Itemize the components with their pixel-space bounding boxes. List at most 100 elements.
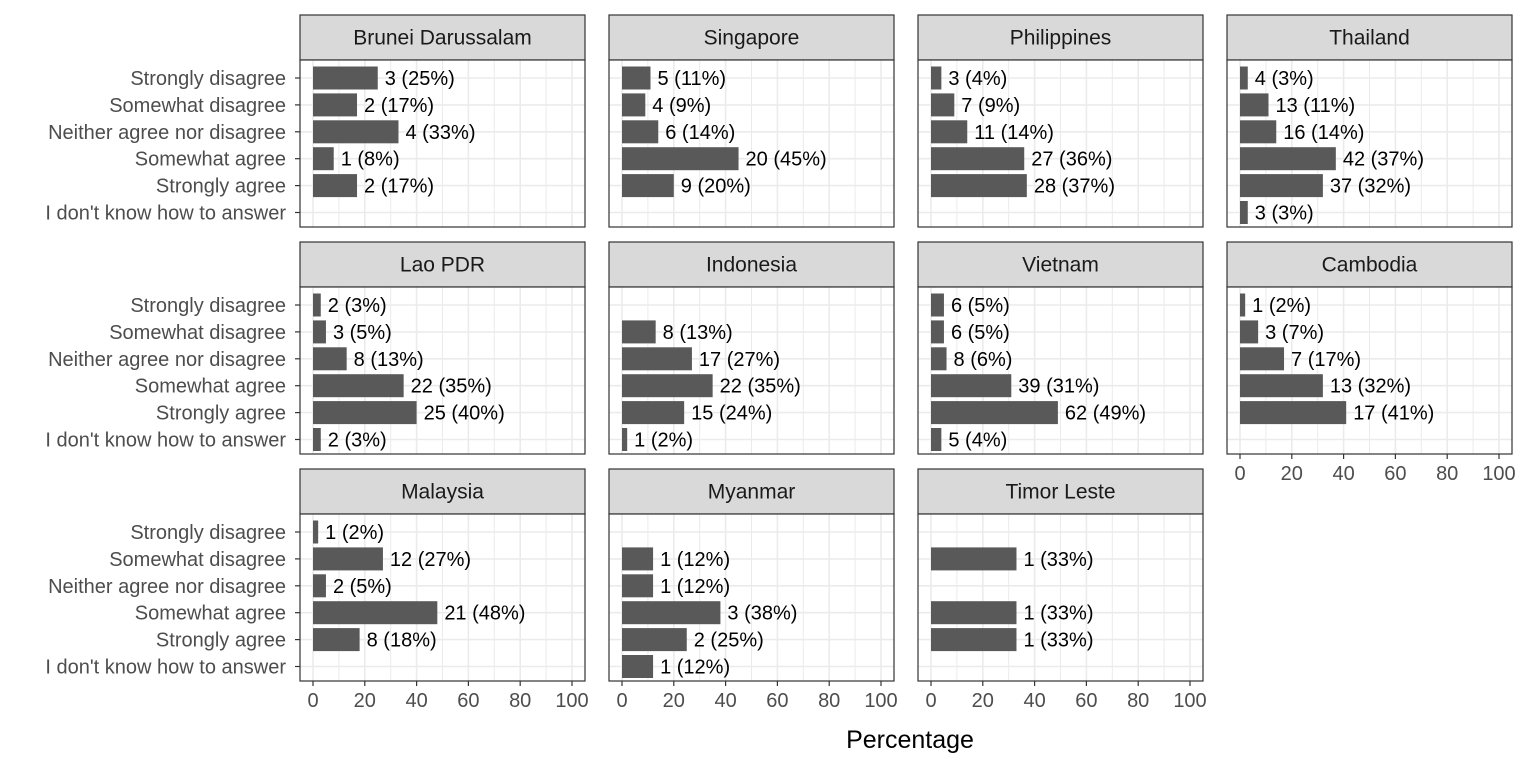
panel-malaysia: Malaysia 1 (2%) 12 (27%) 2 (5%) 21 (48%) 8 (1… [45, 468, 589, 712]
y-tick-label: Strongly disagree [130, 68, 286, 90]
bar-label: 8 (6%) [954, 349, 1013, 371]
bar [313, 401, 417, 425]
x-tick-label: 80 [818, 690, 840, 712]
bar-label: 2 (5%) [333, 576, 392, 598]
panel-lao-pdr: Lao PDR 2 (3%) 3 (5%) 8 (13%) 22 (35%) 25 (40… [45, 241, 586, 455]
bar [313, 320, 326, 344]
bar-label: 1 (33%) [1023, 549, 1093, 571]
x-tick-label: 40 [1023, 690, 1045, 712]
bar-label: 12 (27%) [390, 549, 471, 571]
bar-label: 5 (4%) [948, 430, 1007, 452]
x-tick-label: 60 [1384, 463, 1406, 485]
panel-border [299, 513, 586, 682]
x-tick-label: 100 [1482, 463, 1515, 485]
bar [931, 147, 1025, 171]
x-tick-label: 80 [1127, 690, 1149, 712]
y-tick-label: I don't know how to answer [45, 203, 286, 225]
y-tick-label: Neither agree nor disagree [48, 576, 286, 598]
bar-label: 2 (3%) [328, 430, 387, 452]
bar-label: 16 (14%) [1283, 122, 1364, 144]
facet-strip [608, 14, 895, 61]
bar-label: 25 (40%) [424, 403, 505, 425]
bar [622, 601, 721, 625]
bar [313, 66, 378, 90]
bar-label: 20 (45%) [746, 149, 827, 171]
panel-border [1226, 286, 1513, 455]
panel-border [299, 286, 586, 455]
bar-label: 1 (2%) [325, 522, 384, 544]
facet-strip [299, 241, 586, 288]
bar [931, 428, 942, 451]
x-tick-label: 100 [1173, 690, 1206, 712]
x-tick-label: 0 [616, 690, 627, 712]
bar [931, 66, 942, 90]
panel-border [1226, 59, 1513, 228]
bar [931, 601, 1017, 625]
bar [622, 347, 692, 371]
panel-vietnam: Vietnam 6 (5%) 6 (5%) 8 (6%)39 (31%) 62 (49%… [917, 241, 1204, 455]
x-tick-label: 20 [663, 690, 685, 712]
bar-label: 6 (14%) [665, 122, 735, 144]
facet-title: Myanmar [708, 481, 796, 504]
bar [1240, 320, 1259, 344]
bar [622, 147, 739, 171]
facet-title: Vietnam [1022, 254, 1099, 277]
bar-label: 22 (35%) [411, 376, 492, 398]
panel-cambodia: Cambodia 1 (2%) 3 (7%) 7 (17%) 13 (32%) 17 (4… [1226, 241, 1516, 485]
bar-label: 39 (31%) [1018, 376, 1099, 398]
bar [1240, 347, 1285, 371]
facet-title: Thailand [1329, 27, 1410, 50]
y-tick-label: Strongly disagree [130, 295, 286, 317]
bar [931, 374, 1012, 398]
bar-label: 7 (17%) [1291, 349, 1361, 371]
bar-label: 1 (2%) [1252, 295, 1311, 317]
bar [622, 547, 654, 571]
bar [622, 574, 654, 598]
bar-label: 15 (24%) [691, 403, 772, 425]
y-tick-label: Somewhat disagree [109, 95, 286, 117]
panel-brunei-darussalam: Brunei Darussalam 3 (25%) 2 (17%) 4 (33%)1 … [45, 14, 586, 228]
panel-border [608, 513, 895, 682]
bar [931, 320, 944, 344]
bar [1240, 66, 1248, 90]
y-tick-label: I don't know how to answer [45, 657, 286, 679]
bar-label: 13 (32%) [1330, 376, 1411, 398]
x-axis-title: Percentage [846, 726, 974, 754]
bar [931, 628, 1017, 652]
facet-strip [299, 468, 586, 515]
facet-title: Indonesia [706, 254, 797, 277]
bar [931, 347, 947, 371]
x-tick-label: 40 [1332, 463, 1354, 485]
bar [1240, 201, 1248, 224]
bar-label: 8 (13%) [663, 322, 733, 344]
bar-label: 7 (9%) [961, 95, 1020, 117]
bar [931, 93, 955, 117]
bar [313, 174, 358, 198]
bar-label: 1 (12%) [660, 576, 730, 598]
x-tick-label: 80 [1436, 463, 1458, 485]
bar [622, 401, 685, 425]
bar [1240, 93, 1269, 117]
bar-label: 3 (38%) [727, 603, 797, 625]
bar-label: 1 (33%) [1023, 630, 1093, 652]
bar-label: 6 (5%) [951, 295, 1010, 317]
bar-label: 28 (37%) [1034, 176, 1115, 198]
y-tick-label: Neither agree nor disagree [48, 349, 286, 371]
y-tick-label: Strongly disagree [130, 522, 286, 544]
facet-strip [608, 241, 895, 288]
panel-border [608, 286, 895, 455]
bar-label: 3 (7%) [1265, 322, 1324, 344]
y-tick-label: Strongly agree [156, 403, 286, 425]
bar-label: 1 (8%) [341, 149, 400, 171]
bar [1240, 293, 1246, 317]
panel-border [917, 59, 1204, 228]
panel-myanmar: Myanmar 1 (12%) 1 (12%) 3 (38%) 2 (25%) 1 (12… [608, 468, 898, 712]
x-tick-label: 20 [354, 690, 376, 712]
bar [931, 401, 1058, 425]
panel-border [917, 513, 1204, 682]
bar-label: 3 (25%) [385, 68, 455, 90]
x-tick-label: 0 [307, 690, 318, 712]
panel-border [299, 59, 586, 228]
bar [313, 628, 360, 652]
